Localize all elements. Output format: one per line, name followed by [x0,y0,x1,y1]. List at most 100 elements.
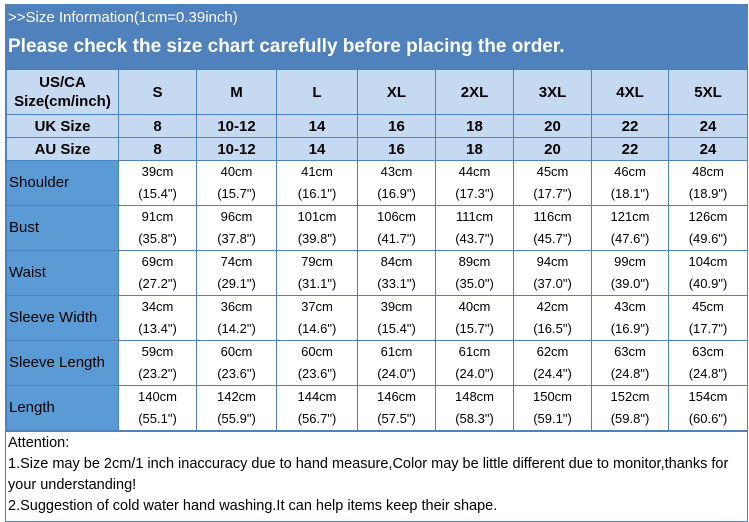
cm-value: 101cm [297,209,337,224]
inch-value: (18.1") [610,186,650,201]
size-cell: 8 [118,137,197,161]
measurement-cell: 94cm (37.0") [513,250,592,296]
measurement-cell: 84cm (33.1") [357,250,436,296]
measurement-cell: 63cm (24.8") [668,340,748,386]
cm-value: 121cm [610,209,650,224]
inch-value: (45.7") [533,231,572,246]
inch-value: (14.6") [297,321,337,336]
measurement-cell: 45cm (17.7") [513,160,592,206]
note-item: 2.Suggestion of cold water hand washing.… [8,498,498,514]
measurement-cell: 39cm (15.4") [118,160,197,206]
cm-value: 59cm [141,344,174,359]
measurement-cell: 142cm (55.9") [196,385,277,431]
measurement-row: Length 140cm (55.1") 142cm (55.9") 144cm (56.7… [6,385,748,431]
inch-value: (13.4") [138,321,177,336]
measurement-cell: 148cm (58.3") [435,385,514,431]
cm-value: 152cm [610,389,650,404]
measurement-row: Bust 91cm (35.8") 96cm (37.8") 101cm (39.8") 10… [6,205,748,251]
banner: >>Size Information(1cm=0.39inch) Please … [6,5,747,69]
inch-value: (23.6") [217,366,256,381]
inch-value: (39.8") [297,231,337,246]
row-header: US/CA Size(cm/inch) [6,69,119,115]
size-header-row: US/CA Size(cm/inch) S M L XL 2XL 3XL 4XL 5XL [6,69,748,115]
measurement-cell: 99cm (39.0") [591,250,669,296]
size-cell: 16 [357,114,436,138]
inch-value: (60.6") [688,411,728,426]
size-info-title: >>Size Information(1cm=0.39inch) [8,9,238,26]
cm-value: 116cm [533,209,572,224]
cm-value: 126cm [688,209,728,224]
inch-value: (41.7") [377,231,416,246]
cm-value: 150cm [532,389,573,404]
size-cell: 24 [668,137,748,161]
cm-value: 63cm [614,344,646,359]
uk-size-row: UK Size 8 10-12 14 16 18 20 22 24 [6,114,748,138]
inch-value: (47.6") [610,231,650,246]
cm-value: 41cm [301,164,333,179]
inch-value: (23.6") [297,366,337,381]
cm-value: 106cm [376,209,417,224]
measurement-cell: 146cm (57.5") [357,385,436,431]
measurement-cell: 69cm (27.2") [118,250,197,296]
inch-value: (17.3") [455,186,494,201]
measurement-label: Shoulder [6,160,119,206]
size-cell: 18 [435,114,514,138]
cm-value: 148cm [454,389,495,404]
measurement-row: Shoulder 39cm (15.4") 40cm (15.7") 41cm (16.1"… [6,160,748,206]
cm-value: 45cm [692,299,724,314]
measurement-row: Waist 69cm (27.2") 74cm (29.1") 79cm (31.1") 84… [6,250,748,296]
row-header: AU Size [6,137,119,161]
inch-value: (17.7") [688,321,728,336]
cm-value: 111cm [455,209,494,224]
size-check-notice: Please check the size chart carefully be… [8,36,565,57]
measurement-cell: 104cm (40.9") [668,250,748,296]
inch-value: (15.4") [138,186,177,201]
measurement-cell: 45cm (17.7") [668,295,748,341]
measurement-cell: 121cm (47.6") [591,205,669,251]
measurement-cell: 89cm (35.0") [435,250,514,296]
inch-value: (16.9") [610,321,650,336]
cm-value: 144cm [297,389,337,404]
measurement-cell: 59cm (23.2") [118,340,197,386]
inch-value: (37.8") [217,231,256,246]
size-cell: 4XL [591,69,669,115]
measurement-cell: 61cm (24.0") [435,340,514,386]
measurement-cell: 36cm (14.2") [196,295,277,341]
measurement-cell: 111cm (43.7") [435,205,514,251]
measurement-label: Sleeve Width [6,295,119,341]
inch-value: (59.8") [610,411,650,426]
inch-value: (57.5") [377,411,416,426]
inch-value: (37.0") [533,276,572,291]
cm-value: 74cm [220,254,253,269]
size-cell: 2XL [435,69,514,115]
cm-value: 104cm [688,254,728,269]
inch-value: (16.5") [533,321,572,336]
inch-value: (24.8") [688,366,728,381]
cm-value: 142cm [216,389,257,404]
inch-value: (39.0") [610,276,650,291]
measurement-cell: 96cm (37.8") [196,205,277,251]
measurement-cell: 34cm (13.4") [118,295,197,341]
size-cell: 18 [435,137,514,161]
size-cell: 24 [668,114,748,138]
measurement-cell: 43cm (16.9") [591,295,669,341]
cm-value: 63cm [692,344,724,359]
size-cell: 8 [118,114,197,138]
inch-value: (58.3") [455,411,494,426]
note-item: 1.Size may be 2cm/1 inch inaccuracy due … [8,456,729,493]
measurement-label: Sleeve Length [6,340,119,386]
measurement-cell: 63cm (24.8") [591,340,669,386]
inch-value: (35.8") [138,231,177,246]
measurement-cell: 140cm (55.1") [118,385,197,431]
measurement-cell: 60cm (23.6") [196,340,277,386]
size-cell: S [118,69,197,115]
size-chart: >>Size Information(1cm=0.39inch) Please … [5,4,748,522]
measurement-cell: 152cm (59.8") [591,385,669,431]
cm-value: 62cm [536,344,569,359]
measurement-label: Waist [6,250,119,296]
attention-title: Attention: [8,435,70,451]
inch-value: (24.0") [377,366,416,381]
size-cell: 20 [513,114,592,138]
cm-value: 146cm [376,389,417,404]
inch-value: (59.1") [533,411,572,426]
